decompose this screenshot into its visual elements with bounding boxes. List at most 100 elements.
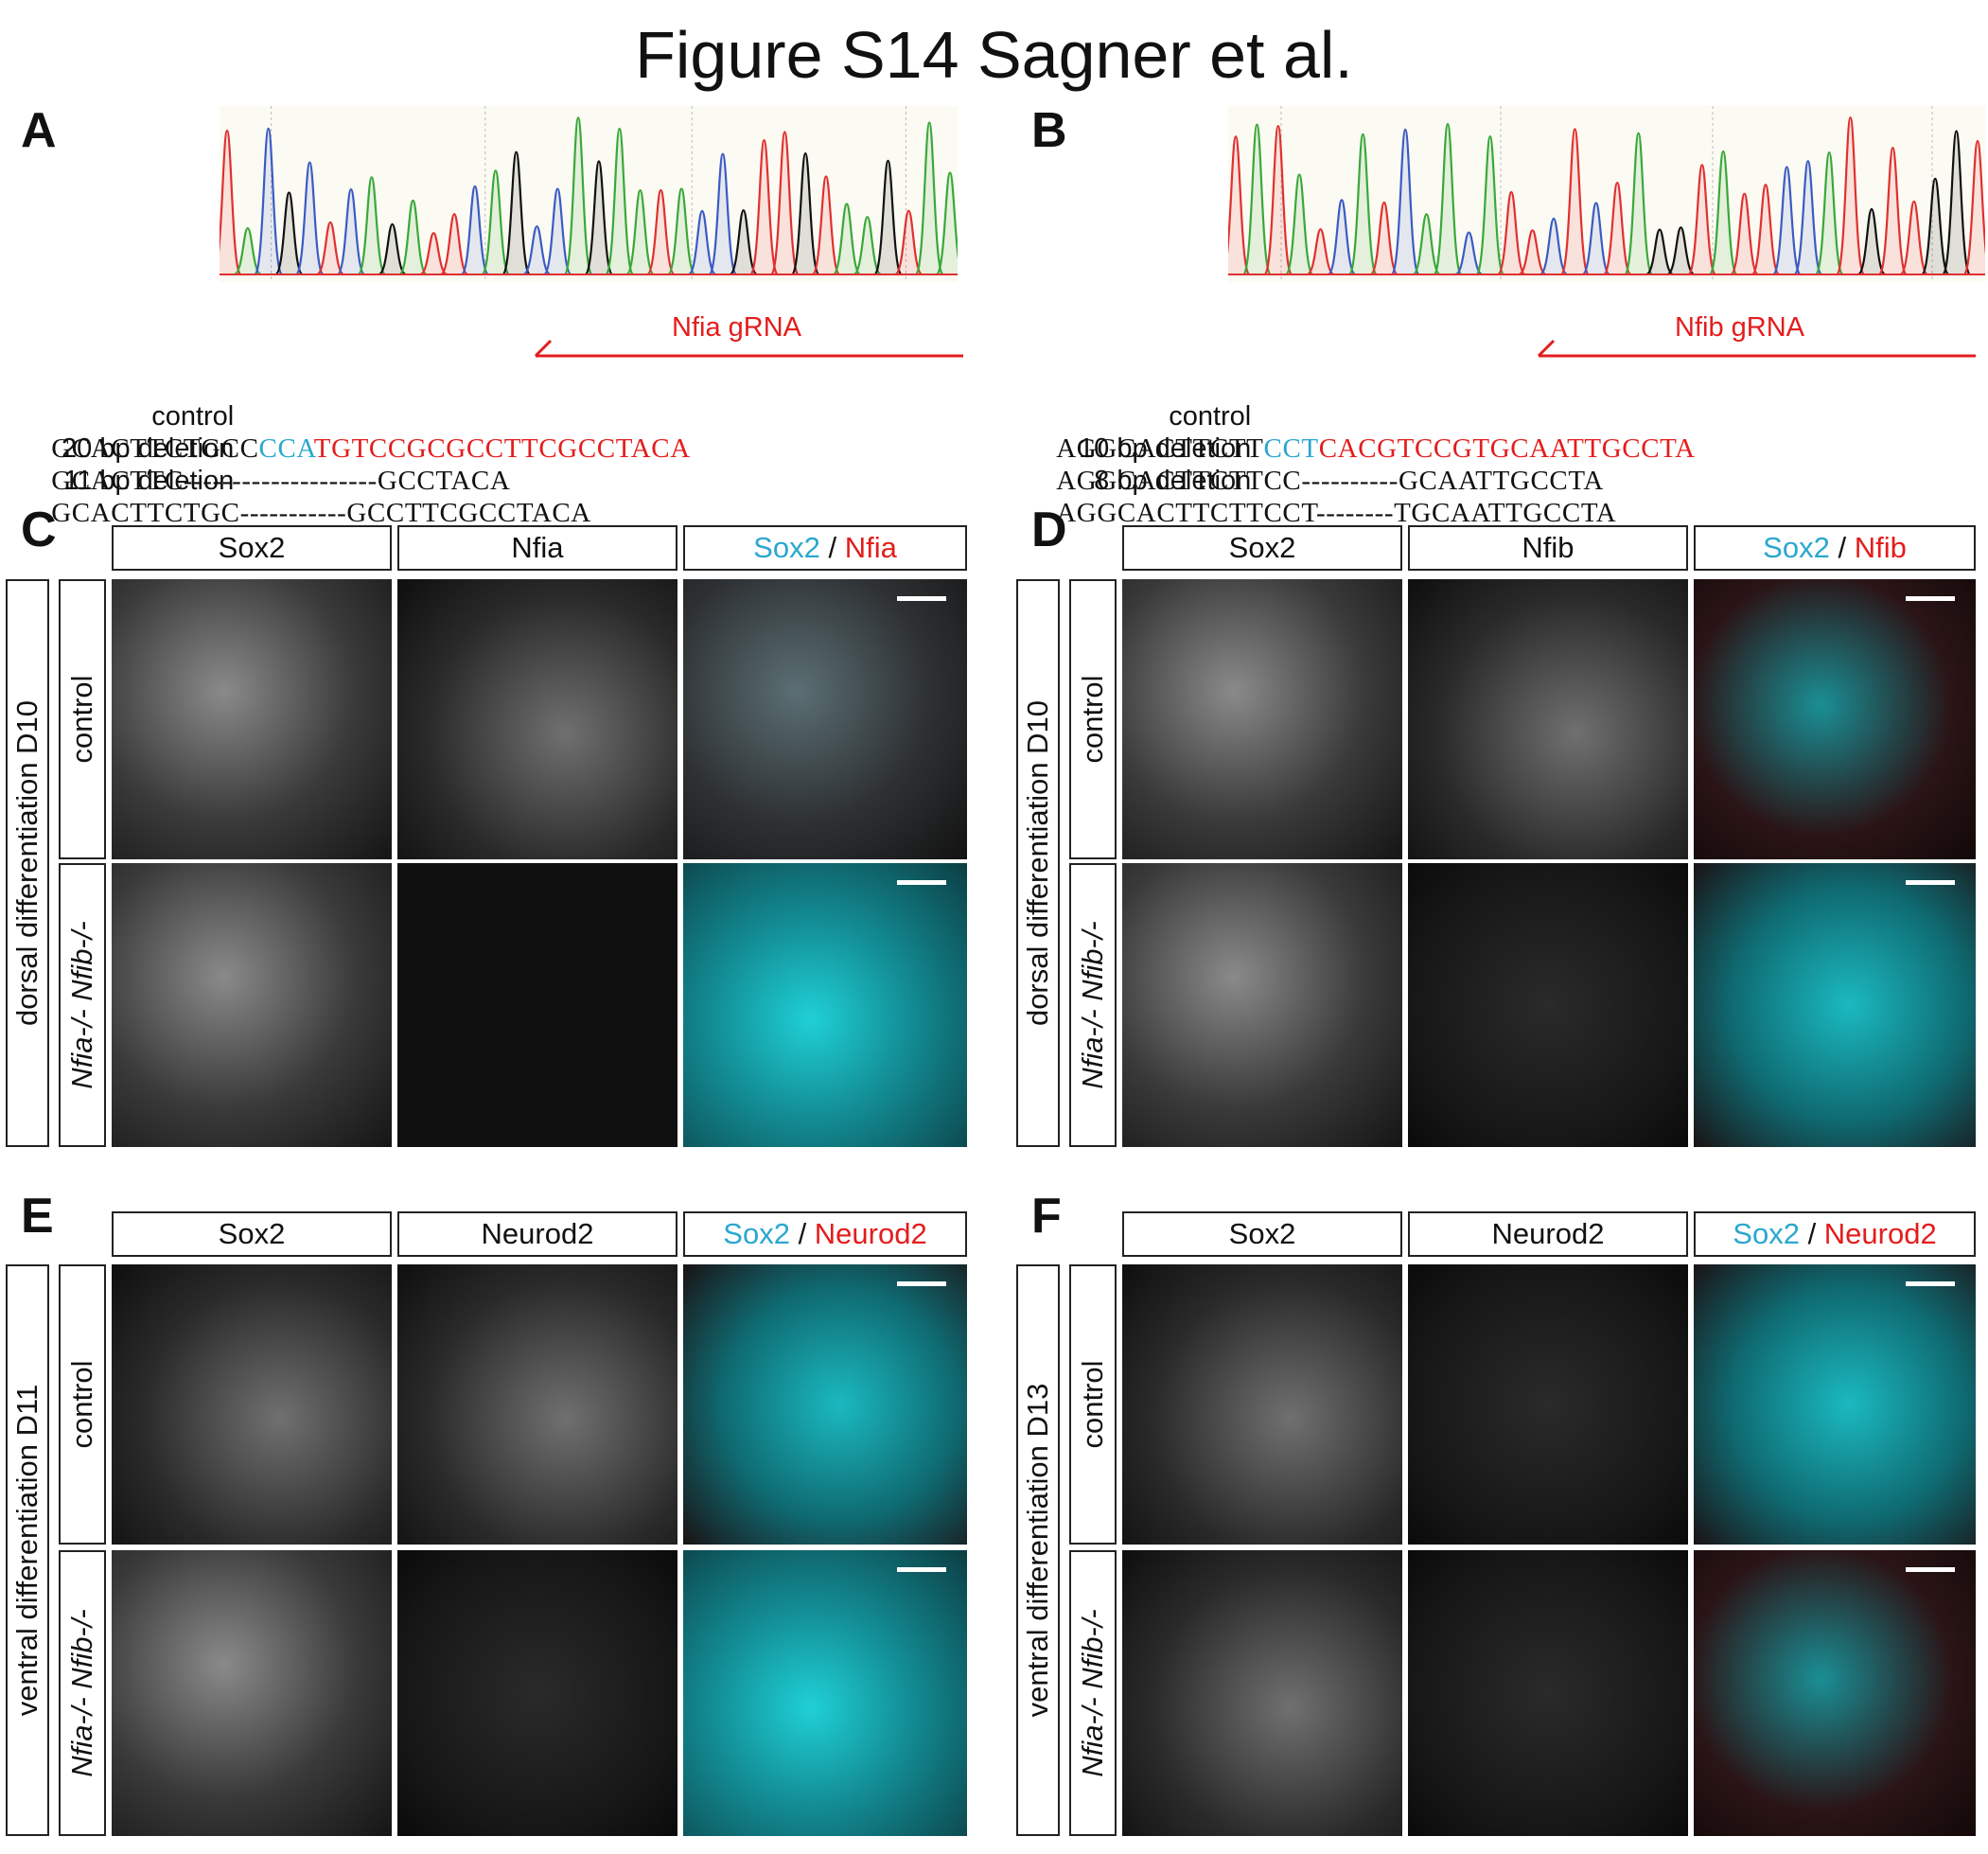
chromatogram-peak (563, 116, 593, 276)
merge-header: Sox2 / Nfib (1694, 525, 1976, 571)
sequence-prefix: GCACTTCTGCC (51, 433, 259, 464)
grna-label-a: Nfia gRNA (672, 312, 801, 343)
chromatogram-peak (1454, 231, 1484, 276)
column-header: Sox2 (112, 525, 392, 571)
group-label-box: ventral differentiation D13 (1016, 1264, 1060, 1836)
chromatogram-peak (708, 152, 738, 276)
chromatogram-peak (1730, 192, 1760, 276)
chromatogram-peak (419, 232, 449, 276)
row-label-box: Nfia-/- Nfib-/- (1069, 1550, 1117, 1836)
chromatogram-peak (1433, 122, 1463, 276)
row-label-box: control (1069, 579, 1117, 859)
chromatogram-peak (1836, 115, 1866, 276)
chromatogram-peak (1793, 160, 1823, 276)
chromatogram-peak (790, 152, 820, 276)
chromatogram-peak (542, 187, 572, 276)
chromatogram-peak (893, 209, 924, 276)
merge-header: Sox2 / Nfia (683, 525, 967, 571)
column-header: Sox2 (1122, 525, 1402, 571)
chromatogram-peak (605, 127, 635, 276)
micrograph (1122, 579, 1402, 859)
target-sequence: CACGTCCGTGCAATTGCCTA (1318, 433, 1696, 464)
group-label: dorsal differentiation D10 (10, 699, 44, 1027)
sequence-text: GCACTTC--------------------GCCTACA (51, 466, 511, 496)
micrograph (397, 863, 677, 1147)
sequence-row: control GCACTTCTGCCCCATGTCCGCGCCTTCGCCTA… (0, 368, 691, 464)
merge-header: Sox2 / Neurod2 (683, 1211, 967, 1257)
row-label: Nfia-/- Nfib-/- (65, 1609, 98, 1777)
group-label: dorsal differentiation D10 (1021, 699, 1054, 1027)
scale-bar (897, 880, 946, 885)
micrograph-merge (1694, 579, 1976, 859)
row-label-box: control (1069, 1264, 1117, 1545)
column-header: Nfia (397, 525, 677, 571)
chromatogram-peak (1645, 228, 1674, 276)
micrograph (397, 579, 677, 859)
column-header: Sox2 (112, 1211, 392, 1257)
chromatogram-peak (1942, 130, 1972, 276)
chromatogram-peak (1539, 217, 1569, 276)
micrograph-merge (1694, 1550, 1976, 1836)
chromatogram-peak (1306, 228, 1335, 276)
panel-label-f: F (1031, 1189, 1062, 1244)
chromatogram-a (220, 106, 958, 282)
chromatogram-peak (873, 159, 903, 276)
micrograph-merge (683, 1550, 967, 1836)
chromatogram-peak (233, 226, 262, 276)
sequence-row: 20 bp deletion GCACTTC------------------… (0, 400, 691, 496)
row-label-box: control (59, 1264, 106, 1545)
chromatogram-peak (1602, 181, 1632, 276)
panel-label-b: B (1031, 103, 1067, 158)
pam-sequence: CCT (1263, 433, 1319, 464)
chromatogram-peak (935, 171, 958, 276)
panel-label-d: D (1031, 503, 1067, 557)
column-header: Nfib (1408, 525, 1688, 571)
chromatogram-peak (501, 150, 532, 276)
scale-bar (897, 596, 946, 601)
group-label-box: dorsal differentiation D10 (1016, 579, 1060, 1147)
sequence-row: 8 bp deletion AGGCACTTCTTCCT--------TGCA… (1012, 433, 1696, 528)
chromatogram-peak (1962, 139, 1985, 276)
sequence-row: 11 bp deletion GCACTTCTGC-----------GCCT… (0, 433, 691, 528)
column-header: Sox2 (1122, 1211, 1402, 1257)
micrograph (1408, 579, 1688, 859)
sequence-prefix: AGGCACTTCTT (1056, 433, 1264, 464)
chromatogram-peak (1475, 135, 1505, 276)
chromatogram-peak (1877, 147, 1908, 276)
chromatogram-peak (687, 209, 717, 276)
chromatogram-peak (769, 131, 800, 276)
scale-bar (897, 1281, 946, 1286)
pam-sequence: CCA (258, 433, 314, 464)
micrograph-merge (1694, 1264, 1976, 1545)
row-label: Nfia-/- Nfib-/- (1076, 1609, 1109, 1777)
sequence-name: control (151, 401, 235, 432)
micrograph (112, 1550, 392, 1836)
row-label-box: Nfia-/- Nfib-/- (59, 1550, 106, 1836)
chromatogram-peak (357, 176, 387, 276)
chromatogram-peak (378, 222, 407, 276)
panel-label-e: E (21, 1189, 54, 1244)
sequence-block-b: control AGGCACTTCTTCCTCACGTCCGTGCAATTGCC… (1012, 368, 1696, 528)
chromatogram-peak (1750, 184, 1781, 276)
chromatogram-peak (1284, 173, 1314, 276)
micrograph (112, 1264, 392, 1545)
chromatogram-peak (1581, 202, 1611, 276)
column-header: Neurod2 (1408, 1211, 1688, 1257)
row-label-box: Nfia-/- Nfib-/- (1069, 863, 1117, 1147)
sequence-text: AGGCACTTCTTCCT--------TGCAATTGCCTA (1056, 498, 1617, 528)
chromatogram-peak (666, 187, 696, 276)
group-label: ventral differentiation D11 (10, 1384, 44, 1717)
chromatogram-peak (1228, 135, 1251, 276)
grna-arrow-a (534, 339, 963, 358)
panel-label-c: C (21, 503, 57, 557)
grna-label-b: Nfib gRNA (1675, 312, 1804, 343)
target-sequence: TGTCCGCGCCTTCGCCTACA (313, 433, 691, 464)
chromatogram-peak (1241, 123, 1272, 276)
chromatogram-peak (1263, 124, 1293, 276)
micrograph (1408, 1550, 1688, 1836)
chromatogram-peak (1518, 229, 1547, 276)
sequence-name: 20 bp deletion (62, 433, 235, 464)
chromatogram-peak (749, 139, 780, 276)
chromatogram-peak (336, 188, 366, 276)
chromatogram-peak (914, 121, 944, 276)
